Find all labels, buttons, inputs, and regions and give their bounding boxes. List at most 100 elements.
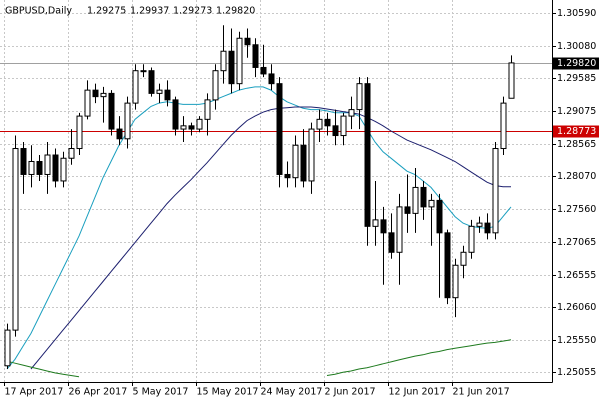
candle-body <box>492 148 499 234</box>
candle-body <box>28 160 35 175</box>
moving-average <box>6 339 512 378</box>
candle-body <box>188 125 195 130</box>
y-tick-label: 1.29585 <box>557 73 596 84</box>
x-tick-label: 2 Jun 2017 <box>325 387 376 398</box>
x-tick-label: 21 Jun 2017 <box>453 387 510 398</box>
ohlc-low: 1.29273 <box>173 6 212 17</box>
candle-body <box>476 222 483 227</box>
candle-body <box>468 225 475 253</box>
y-tick-label: 1.27065 <box>557 237 596 248</box>
candle-body <box>396 206 403 253</box>
candle-body <box>268 73 275 85</box>
candle-body <box>164 89 171 101</box>
candle-body <box>500 102 507 150</box>
candle-body <box>132 70 139 104</box>
candle-body <box>444 232 451 299</box>
x-tick-label: 15 May 2017 <box>197 387 259 398</box>
x-tick-label: 5 May 2017 <box>133 387 189 398</box>
level-box <box>553 57 599 70</box>
candle-body <box>204 99 211 120</box>
plot <box>4 25 515 378</box>
candle-body <box>292 144 299 179</box>
y-tick-label: 1.28070 <box>557 171 596 182</box>
y-tick-label: 1.26060 <box>557 302 596 313</box>
candle-body <box>276 83 283 175</box>
y-tick-label: 1.25550 <box>557 335 596 346</box>
candle-body <box>196 118 203 130</box>
candle-body <box>404 206 411 214</box>
level-box <box>553 125 599 138</box>
header: GBPUSD,Daily 1.29275 1.29937 1.29273 1.2… <box>5 6 255 17</box>
y-tick-label: 1.29075 <box>557 106 596 117</box>
candle-body <box>428 199 435 208</box>
candle-body <box>156 89 163 94</box>
moving-average <box>6 86 512 370</box>
ohlc-close: 1.29820 <box>216 6 255 17</box>
y-tick-label: 1.30080 <box>557 41 596 52</box>
candle-body <box>12 148 19 331</box>
candle-body <box>460 251 467 266</box>
candle-body <box>484 222 491 234</box>
candle-body <box>380 219 387 234</box>
candle-body <box>388 232 395 253</box>
candle-body <box>172 99 179 130</box>
candle-body <box>356 83 363 111</box>
x-tick-label: 12 Jun 2017 <box>389 387 446 398</box>
x-tick-label: 17 Apr 2017 <box>5 387 64 398</box>
candle-body <box>260 66 267 75</box>
y-tick-label: 1.27560 <box>557 204 596 215</box>
candle-body <box>348 109 355 117</box>
candle-body <box>20 148 27 175</box>
x-tick-label: 26 Apr 2017 <box>69 387 128 398</box>
candle-body <box>140 70 147 73</box>
candle-body <box>300 144 307 182</box>
symbol-title: GBPUSD,Daily <box>5 6 72 17</box>
grid <box>0 0 552 382</box>
candle-body <box>124 102 131 140</box>
candle-body <box>84 89 91 117</box>
candle-body <box>364 83 371 227</box>
axes: 1.30590 1.30080 1.29585 1.29075 1.28565 1.280… <box>4 8 599 398</box>
candle-body <box>60 157 67 182</box>
level-label: 1.29820 <box>557 58 596 69</box>
candle-body <box>452 264 459 299</box>
candle-body <box>332 125 339 137</box>
candle-body <box>372 219 379 227</box>
candle-body <box>316 118 323 130</box>
candle-body <box>220 50 227 72</box>
candle-body <box>76 115 83 150</box>
ohlc-high: 1.29937 <box>130 6 169 17</box>
candle-body <box>92 89 99 98</box>
candle-body <box>244 37 251 46</box>
candle-body <box>284 173 291 179</box>
candle-body <box>340 115 347 137</box>
candle-body <box>68 148 75 159</box>
y-tick-label: 1.26555 <box>557 270 596 281</box>
candle-body <box>108 92 115 130</box>
y-tick-label: 1.25055 <box>557 367 596 378</box>
candle-body <box>228 50 235 85</box>
candle-body <box>252 44 259 68</box>
candle-body <box>508 62 515 99</box>
candle-body <box>116 128 123 140</box>
candle-body <box>44 154 51 175</box>
candle-body <box>36 160 43 175</box>
candle-body <box>236 37 243 85</box>
y-tick-label: 1.30590 <box>557 8 596 19</box>
candle-body <box>148 70 155 94</box>
x-tick-label: 24 May 2017 <box>261 387 323 398</box>
candle-body <box>412 186 419 214</box>
candle-body <box>180 125 187 130</box>
candle-body <box>436 199 443 234</box>
candle-body <box>4 329 11 367</box>
candle-body <box>52 154 59 182</box>
candle-body <box>324 118 331 127</box>
candle-body <box>420 186 427 208</box>
candle-body <box>308 128 315 182</box>
candle-body <box>212 70 219 101</box>
moving-average <box>30 106 511 370</box>
ohlc-open: 1.29275 <box>87 6 126 17</box>
level-label: 1.28773 <box>557 126 596 137</box>
